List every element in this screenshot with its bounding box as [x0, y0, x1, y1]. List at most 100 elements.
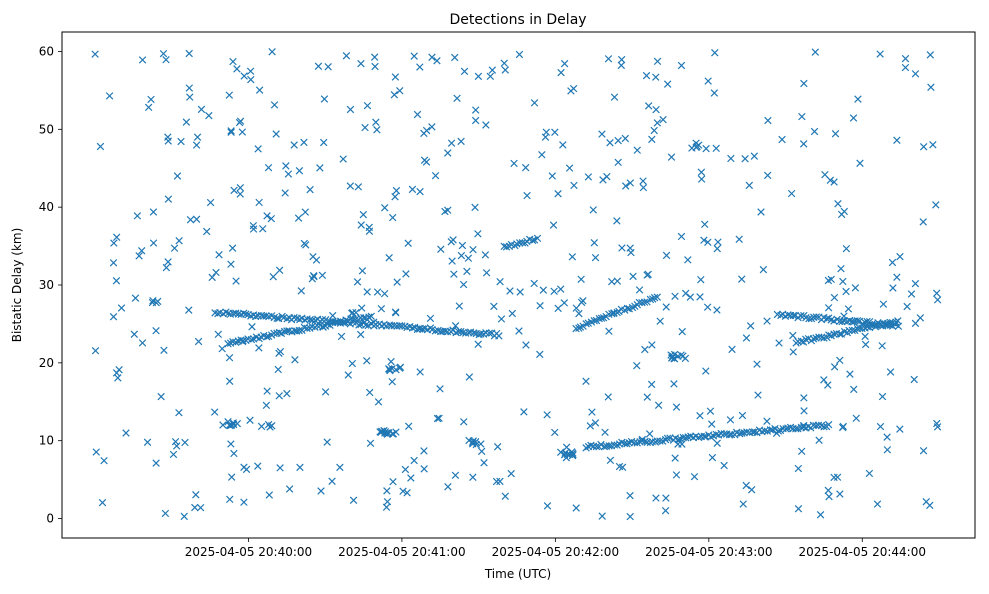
data-point — [363, 101, 372, 110]
data-point — [742, 334, 751, 342]
data-point — [515, 50, 524, 59]
data-point — [185, 49, 193, 58]
data-point — [560, 299, 569, 307]
data-point — [700, 236, 708, 244]
data-point — [538, 150, 546, 159]
data-point — [426, 314, 435, 323]
data-point — [704, 77, 712, 85]
data-point — [96, 142, 105, 151]
data-point — [536, 350, 544, 359]
data-point — [745, 181, 754, 190]
y-tick-label: 50 — [39, 122, 54, 136]
data-point — [712, 144, 720, 153]
data-point — [477, 447, 486, 456]
data-point — [308, 275, 317, 283]
data-point — [720, 461, 728, 470]
data-point — [728, 345, 736, 354]
data-point — [122, 429, 130, 437]
data-point — [444, 482, 452, 491]
data-point — [112, 233, 121, 241]
data-point — [255, 344, 263, 352]
data-point — [597, 314, 606, 322]
data-point — [225, 377, 234, 385]
data-point — [431, 171, 440, 180]
data-point — [653, 119, 662, 127]
data-point — [584, 173, 593, 181]
data-point — [848, 326, 856, 335]
data-point — [603, 172, 611, 181]
data-point — [428, 123, 436, 131]
data-point — [562, 454, 571, 462]
data-point — [396, 86, 404, 95]
data-point — [927, 83, 935, 91]
data-point — [91, 50, 99, 58]
data-point — [319, 138, 328, 147]
data-point — [329, 311, 337, 320]
data-point — [606, 456, 615, 465]
data-point — [638, 435, 647, 444]
data-point — [388, 213, 397, 222]
data-point — [323, 438, 331, 446]
data-point — [650, 293, 659, 302]
data-point — [833, 473, 842, 481]
data-point — [759, 265, 768, 274]
data-point — [458, 241, 467, 250]
data-point — [706, 407, 715, 415]
data-point — [662, 251, 671, 260]
data-point — [907, 290, 916, 298]
data-point — [805, 314, 813, 323]
data-point — [653, 437, 661, 445]
data-point — [246, 416, 254, 424]
data-point — [270, 101, 279, 109]
data-point — [815, 436, 823, 444]
data-point — [589, 206, 597, 214]
data-point — [646, 295, 655, 304]
data-point — [663, 434, 672, 443]
x-tick-label: 2025-04-05 20:42:00 — [492, 545, 619, 559]
data-point — [227, 421, 236, 429]
data-point — [291, 356, 299, 364]
data-point — [410, 456, 418, 465]
data-point — [269, 273, 277, 281]
data-point — [149, 239, 158, 247]
data-point — [830, 330, 838, 338]
data-point — [638, 437, 646, 445]
data-point — [510, 159, 518, 168]
data-point — [255, 86, 264, 94]
data-point — [820, 423, 828, 431]
data-point — [886, 318, 895, 327]
data-point — [591, 419, 600, 427]
data-point — [577, 298, 586, 307]
data-point — [746, 322, 755, 330]
data-point — [681, 289, 690, 298]
data-point — [858, 324, 866, 333]
data-point — [605, 327, 613, 335]
data-point — [778, 135, 786, 144]
data-point — [910, 375, 918, 384]
data-point — [251, 312, 260, 321]
data-point — [410, 52, 418, 60]
data-point — [157, 392, 165, 401]
data-point — [881, 320, 890, 329]
data-point — [763, 417, 771, 425]
data-point — [587, 441, 595, 450]
data-point — [282, 162, 290, 170]
data-point — [789, 311, 798, 320]
y-tick-label: 10 — [39, 434, 54, 448]
data-point — [533, 234, 542, 243]
data-point — [618, 244, 626, 252]
data-point — [162, 55, 170, 64]
data-point — [572, 324, 580, 333]
data-point — [844, 305, 853, 313]
data-point — [369, 318, 378, 326]
data-point — [303, 324, 311, 333]
data-point — [820, 376, 828, 384]
data-point — [825, 492, 833, 501]
data-point — [143, 438, 152, 446]
data-point — [270, 313, 279, 322]
data-point — [782, 425, 790, 433]
data-point — [238, 128, 247, 136]
data-point — [598, 512, 606, 520]
data-point — [493, 443, 502, 451]
